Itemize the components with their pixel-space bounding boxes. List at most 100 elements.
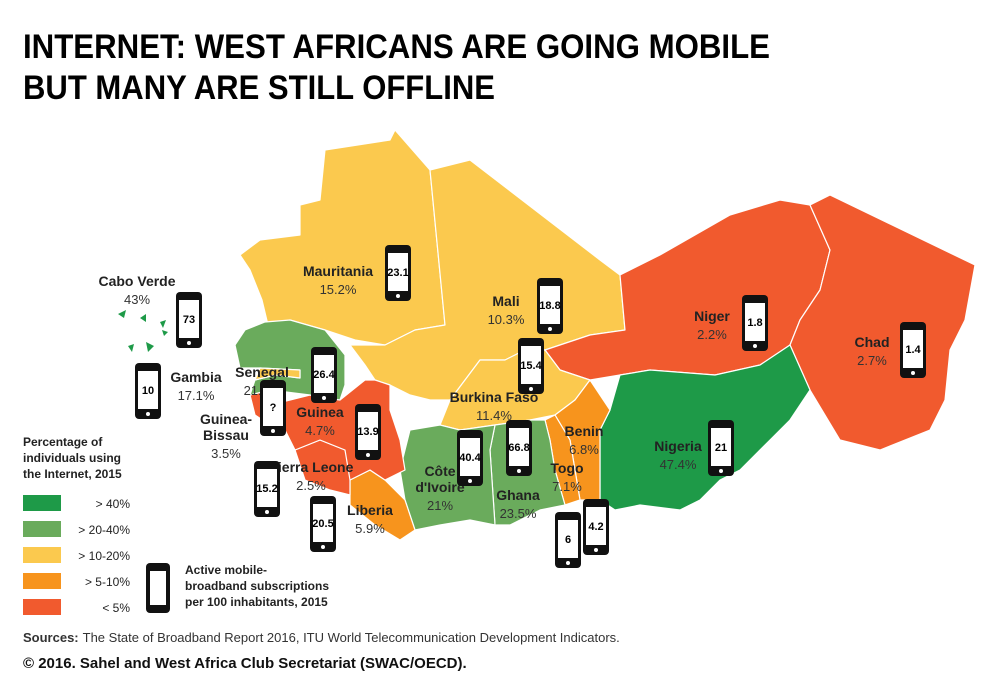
mobile-subscriptions: 23.1 [387,267,408,279]
phone-screen [509,428,529,466]
internet-share: 21% [427,498,453,513]
mobile-subscriptions: 40.4 [459,452,481,464]
internet-share: 3.5% [211,446,241,461]
phone-button [396,294,400,298]
internet-share: 4.7% [305,423,335,438]
legend-swatch [23,547,61,563]
phone-button [265,510,269,514]
internet-share: 6.8% [569,442,599,457]
internet-share: 47.4% [660,457,697,472]
phone-button [548,327,552,331]
internet-share: 2.7% [857,353,887,368]
phone-button [911,371,915,375]
phone-screen [540,286,560,324]
phone-button [719,469,723,473]
legend-swatch [23,521,61,537]
phone-screen [314,355,334,393]
phone-button [187,341,191,345]
phone-button [594,548,598,552]
country-name: Guinea [296,404,344,420]
country-name: Benin [565,423,604,439]
legend-mobile-text: Active mobile- [185,563,267,577]
mobile-subscriptions: 18.8 [539,300,560,312]
phone-screen [460,438,480,476]
country-name: Gambia [170,369,222,385]
legend-title: Percentage of [23,435,103,449]
phone-screen [138,371,158,409]
internet-share: 10.3% [488,312,525,327]
legend-title: individuals using [23,451,121,465]
phone-screen [903,330,923,368]
phone-screen [745,303,765,341]
country-name: Cabo Verde [98,273,175,289]
legend-label: > 5-10% [85,575,130,589]
country-name: Niger [694,308,730,324]
labels: Mauritania 15.2% 23.1 Cabo Verde 43% 73 Mali 10… [98,245,926,568]
country-name: Togo [550,460,583,476]
phone-button [566,561,570,565]
country-name: Ghana [496,487,540,503]
sources-text: The State of Broadband Report 2016, ITU … [83,630,620,645]
title-line: BUT MANY ARE STILL OFFLINE [23,69,495,107]
country-name: Sierra Leone [269,459,354,475]
phone-screen [257,469,277,507]
country-name: d'Ivoire [415,479,464,495]
country-name: Liberia [347,502,393,518]
phone-screen [521,346,541,384]
country-name: Bissau [203,427,249,443]
internet-share: 5.9% [355,521,385,536]
copyright: © 2016. Sahel and West Africa Club Secre… [23,655,467,672]
phone-button [468,479,472,483]
country-name: Nigeria [654,438,702,454]
mobile-subscriptions: 66.8 [508,442,529,454]
mobile-subscriptions: 21 [715,442,727,454]
internet-share: 43% [124,292,150,307]
mobile-subscriptions: ? [270,402,277,414]
country-name: Burkina Faso [450,389,539,405]
phone-button [322,396,326,400]
country-chad [789,194,976,451]
legend-label: < 5% [102,601,130,615]
cabo-verde-islands [118,310,168,352]
country-name: Chad [855,334,890,350]
internet-share: 11.4% [476,408,512,423]
country-name: Côte [424,463,455,479]
mobile-subscriptions: 6 [565,534,571,546]
mobile-subscriptions: 13.9 [357,426,378,438]
legend-swatch [23,599,61,615]
phone-button [753,344,757,348]
phone-button [529,387,533,391]
phone-button [271,429,275,433]
internet-share: 17.1% [178,388,215,403]
mobile-subscriptions: 26.4 [313,369,335,381]
internet-share: 7.1% [552,479,582,494]
legend: Percentage of individuals using the Inte… [23,435,329,615]
country-name: Guinea- [200,411,252,427]
phone-screen [586,507,606,545]
internet-share: 15.2% [320,282,357,297]
sources-label: Sources: [23,630,79,645]
mobile-subscriptions: 1.8 [747,317,762,329]
country-name: Senegal [235,364,289,380]
phone-button [517,469,521,473]
legend-phone-screen [150,571,166,605]
mobile-subscriptions: 4.2 [588,521,603,533]
internet-share: 2.5% [296,478,326,493]
phone-screen [388,253,408,291]
phone-screen [263,388,283,426]
phone-button [146,412,150,416]
sources: Sources: The State of Broadband Report 20… [23,630,620,645]
legend-label: > 20-40% [78,523,130,537]
country-gambia [254,367,301,381]
country-name: Mali [492,293,519,309]
mobile-subscriptions: 15.2 [256,483,277,495]
phone-screen [358,412,378,450]
legend-swatch [23,573,61,589]
country-mauritania [239,129,446,346]
mobile-subscriptions: 73 [183,314,195,326]
legend-label: > 40% [96,497,131,511]
phone-screen [179,300,199,338]
mobile-subscriptions: 20.5 [312,518,333,530]
internet-share: 2.2% [697,327,727,342]
